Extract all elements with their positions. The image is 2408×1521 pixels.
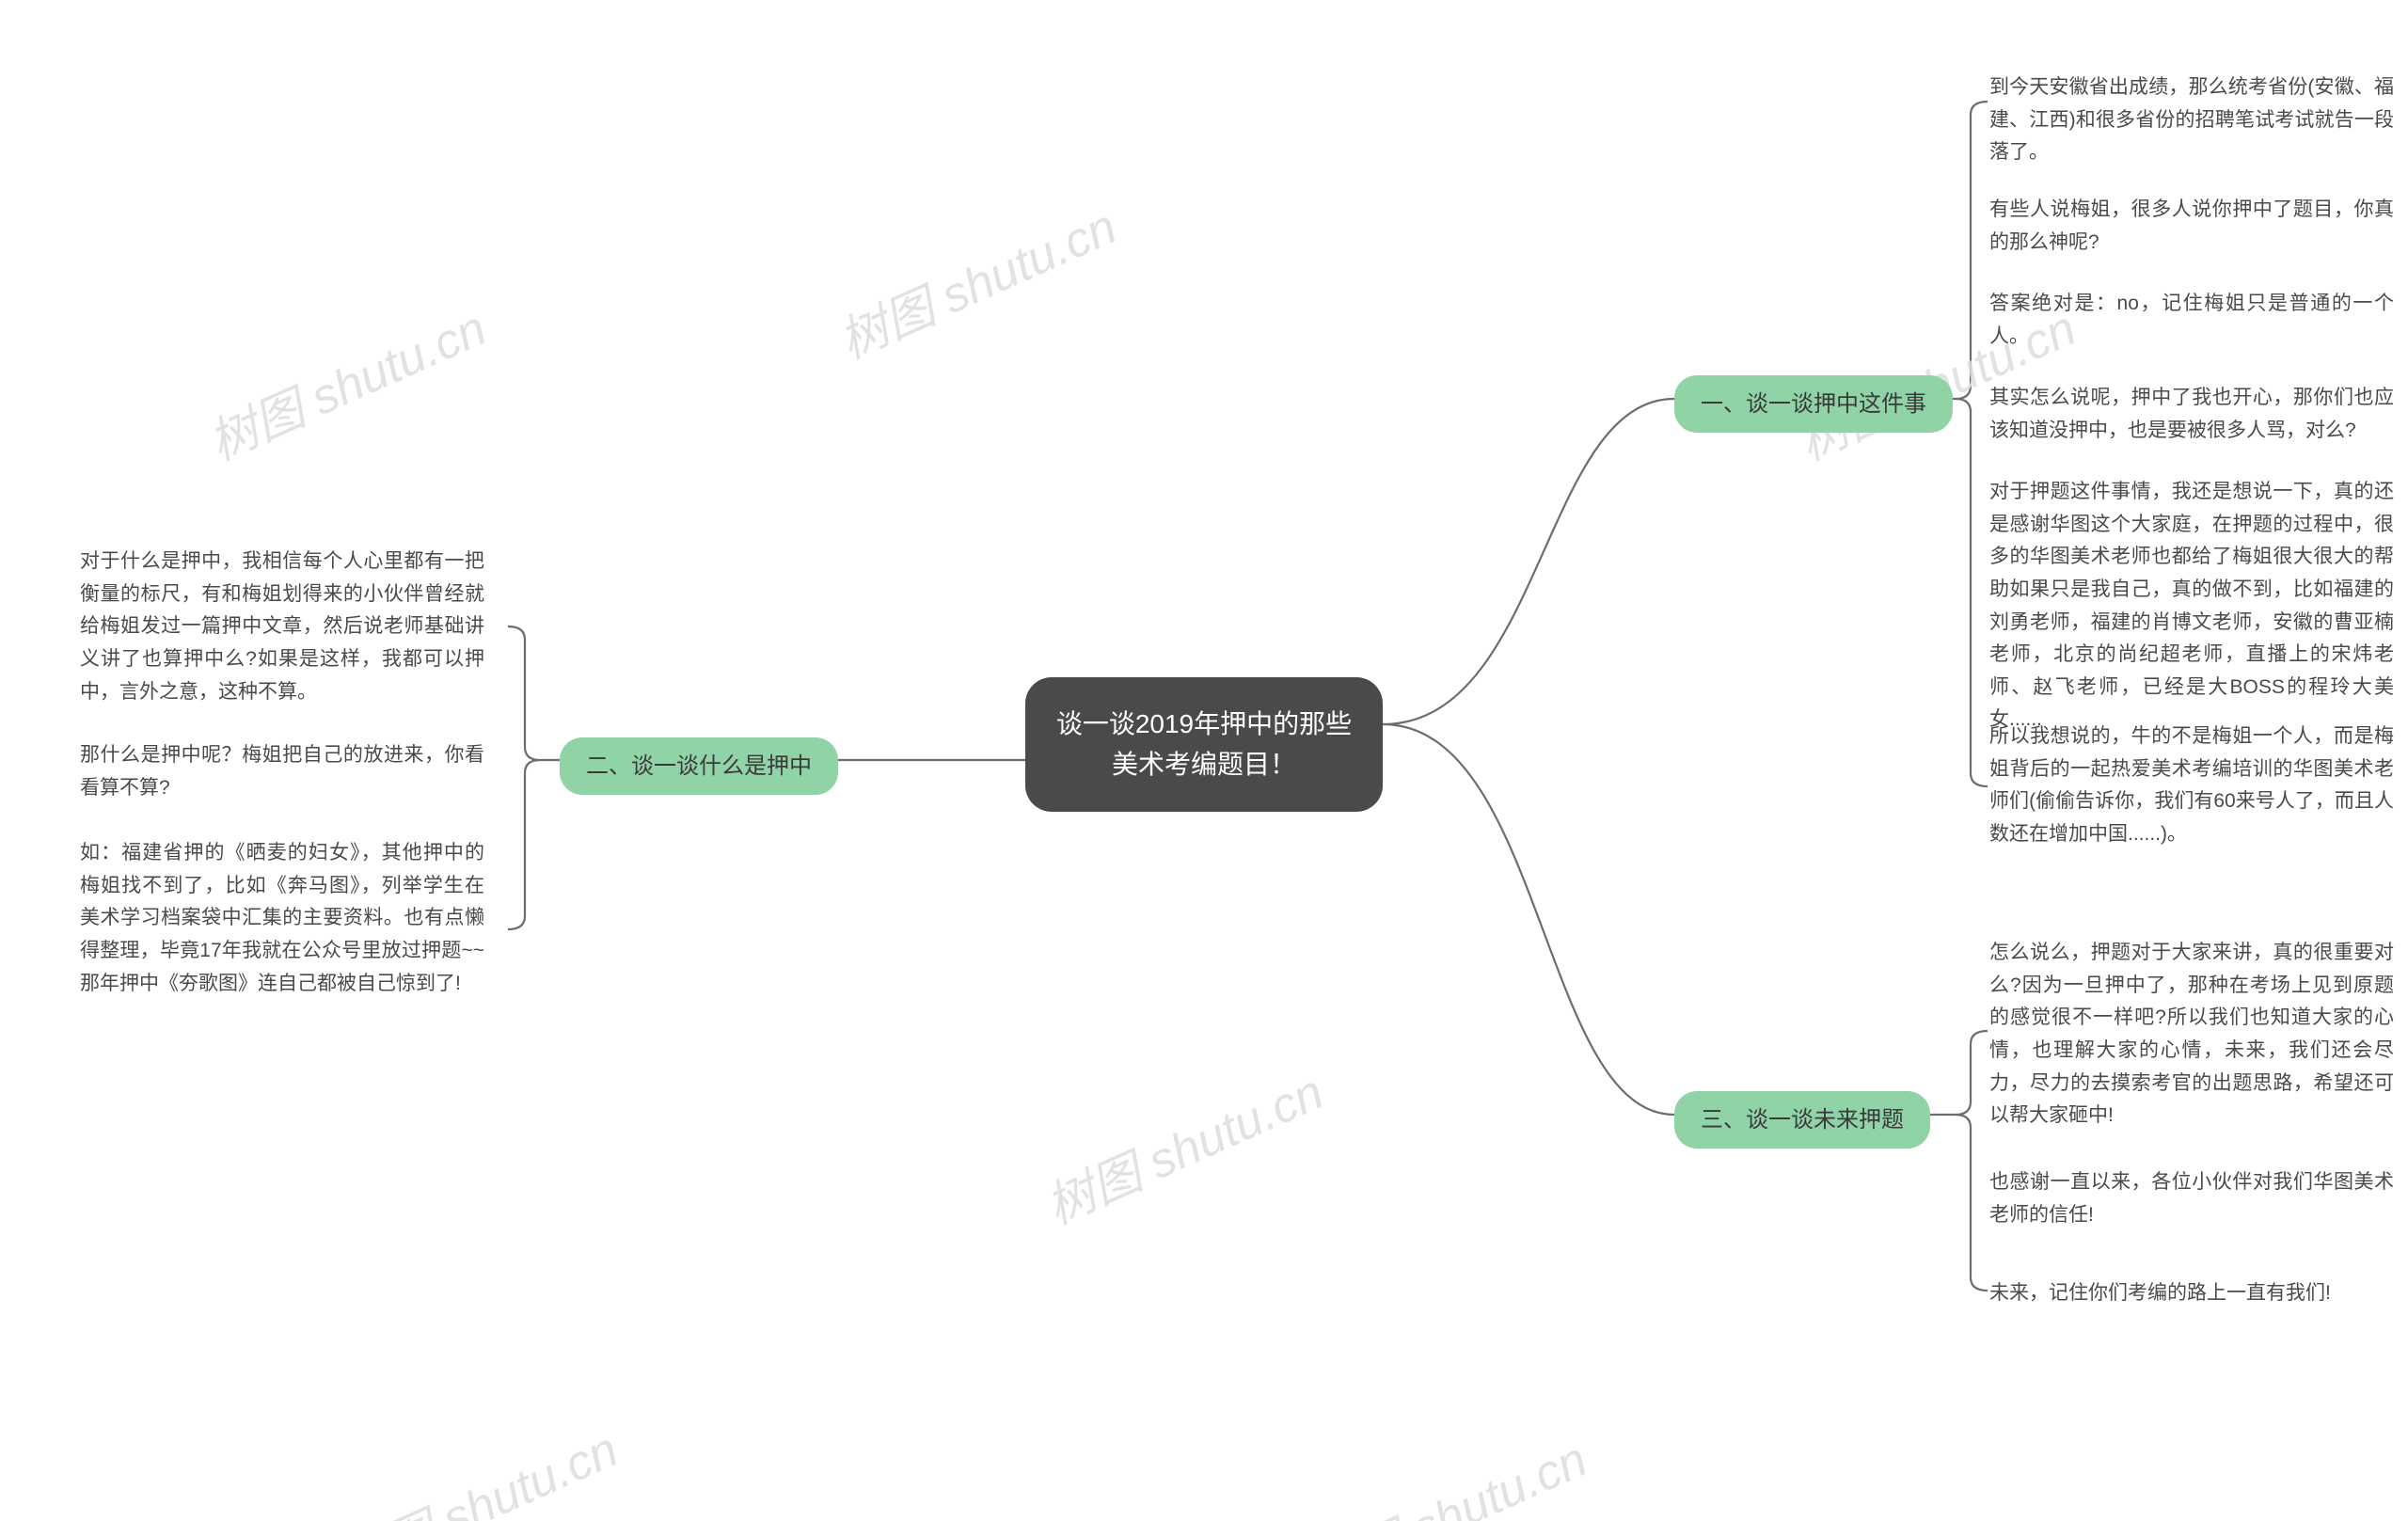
root-node[interactable]: 谈一谈2019年押中的那些美术考编题目！ xyxy=(1025,677,1383,812)
leaf-bracket xyxy=(1956,1031,1988,1291)
leaf-text: 那什么是押中呢？梅姐把自己的放进来，你看看算不算? xyxy=(80,739,484,804)
mindmap-canvas: 树图 shutu.cn 树图 shutu.cn 树图 shutu.cn 树图 shut… xyxy=(0,0,2408,1521)
connector-curve xyxy=(1383,724,1674,1115)
leaf-text: 怎么说么，押题对于大家来讲，真的很重要对么?因为一旦押中了，那种在考场上见到原题… xyxy=(1989,937,2394,1133)
leaf-text: 对于什么是押中，我相信每个人心里都有一把衡量的标尺，有和梅姐划得来的小伙伴曾经就… xyxy=(80,546,484,708)
leaf-text: 对于押题这件事情，我还是想说一下，真的还是感谢华图这个大家庭，在押题的过程中，很… xyxy=(1989,476,2394,737)
leaf-bracket xyxy=(508,626,540,929)
leaf-text: 所以我想说的，牛的不是梅姐一个人，而是梅姐背后的一起热爱美术考编培训的华图美术老… xyxy=(1989,721,2394,851)
leaf-text: 未来，记住你们考编的路上一直有我们! xyxy=(1989,1277,2394,1310)
leaf-text: 答案绝对是：no，记住梅姐只是普通的一个人。 xyxy=(1989,288,2394,353)
branch-node-2[interactable]: 二、谈一谈什么是押中 xyxy=(560,737,838,795)
branch-node-3[interactable]: 三、谈一谈未来押题 xyxy=(1674,1091,1930,1149)
watermark-text: 树图 shutu.cn xyxy=(196,289,495,474)
leaf-text: 也感谢一直以来，各位小伙伴对我们华图美术老师的信任! xyxy=(1989,1166,2394,1231)
connector-curve xyxy=(1383,399,1674,724)
watermark-text: 树图 shutu.cn xyxy=(327,1410,626,1521)
leaf-text: 到今天安徽省出成绩，那么统考省份(安徽、福建、江西)和很多省份的招聘笔试考试就告… xyxy=(1989,71,2394,169)
branch-node-1[interactable]: 一、谈一谈押中这件事 xyxy=(1674,375,1953,433)
leaf-text: 其实怎么说呢，押中了我也开心，那你们也应该知道没押中，也是要被很多人骂，对么? xyxy=(1989,382,2394,447)
watermark-text: 树图 shutu.cn xyxy=(1033,1053,1332,1238)
watermark-text: 图 shutu.cn xyxy=(1341,1420,1596,1521)
leaf-bracket xyxy=(1956,102,1988,786)
watermark-text: 树图 shutu.cn xyxy=(826,187,1125,372)
leaf-text: 如：福建省押的《晒麦的妇女》，其他押中的梅姐找不到了，比如《奔马图》，列举学生在… xyxy=(80,837,484,1000)
leaf-text: 有些人说梅姐，很多人说你押中了题目，你真的那么神呢? xyxy=(1989,194,2394,259)
